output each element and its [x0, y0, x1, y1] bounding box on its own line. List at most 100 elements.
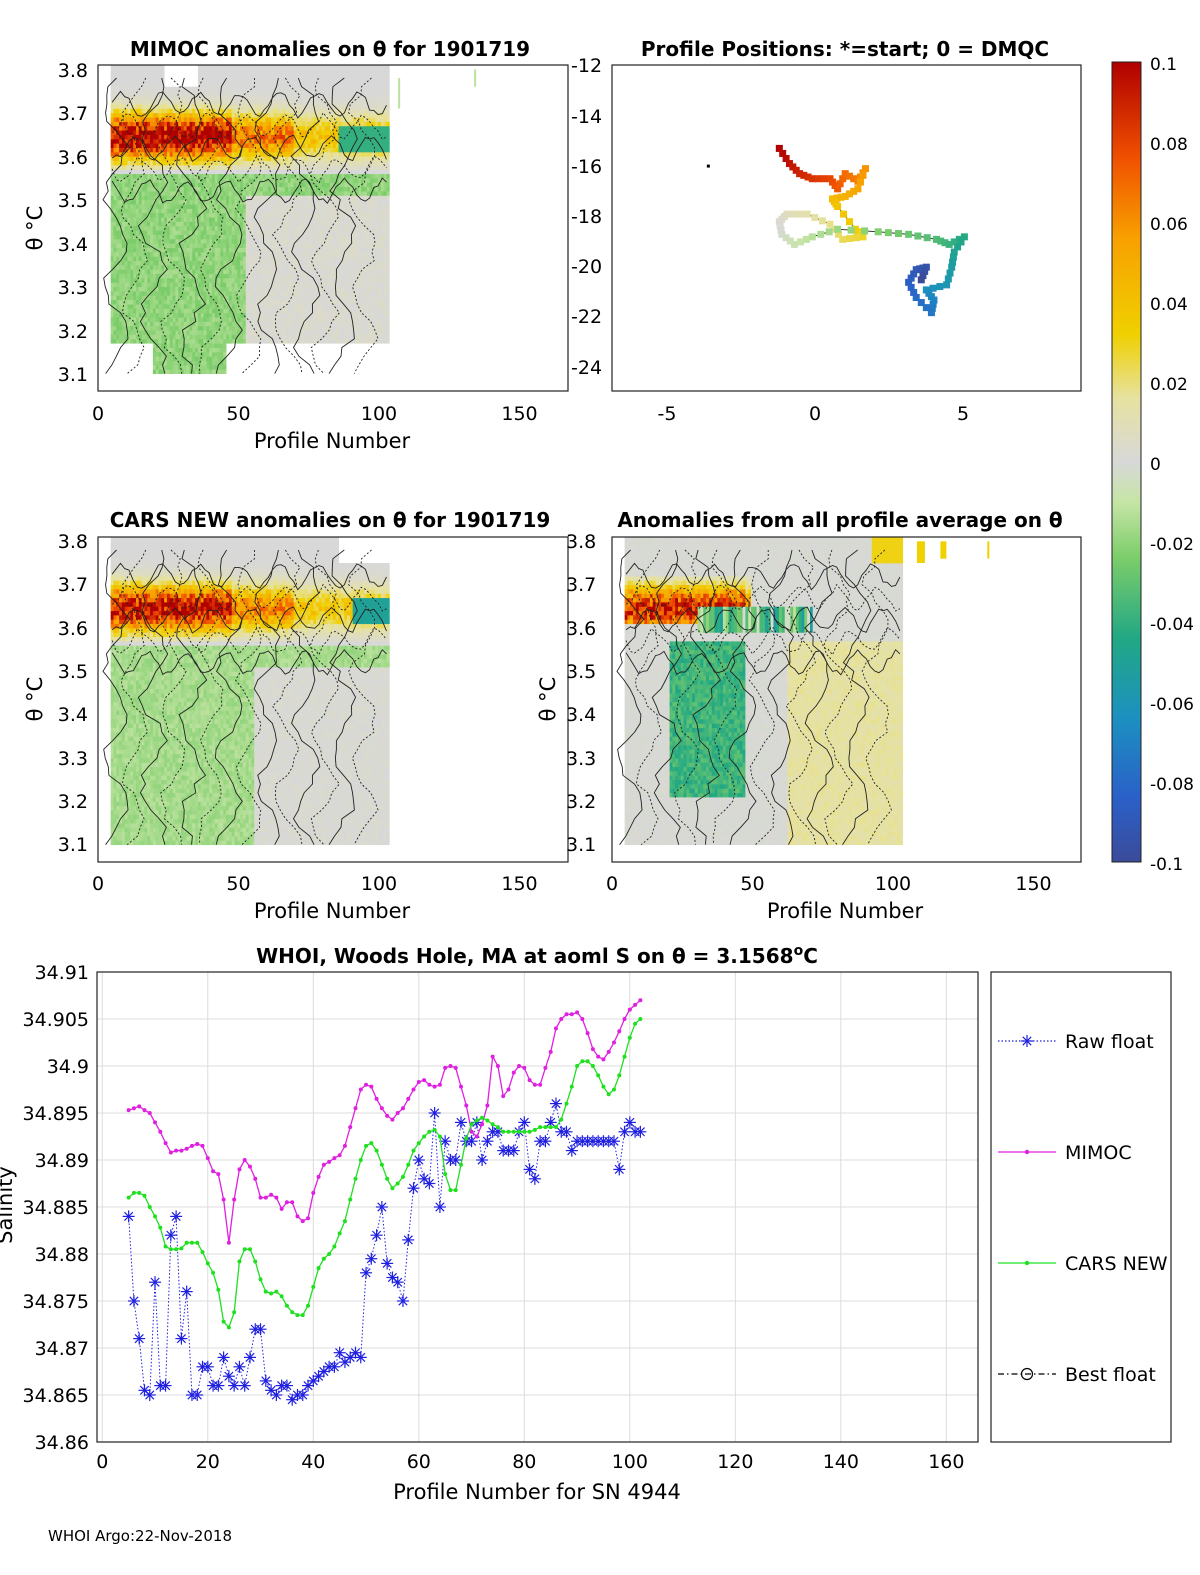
heatmap-cell: [110, 282, 114, 288]
heatmap-cell: [242, 338, 247, 344]
heatmap-cell: [245, 134, 249, 140]
heatmap-cell: [316, 160, 320, 166]
heatmap-cell: [245, 312, 249, 318]
heatmap-cell: [119, 138, 123, 144]
heatmap-cell: [161, 251, 165, 257]
heatmap-cell: [251, 282, 255, 288]
heatmap-cell: [271, 156, 275, 162]
heatmap-cell: [138, 104, 143, 109]
heatmap-cell: [304, 91, 309, 96]
heatmap-cell: [287, 125, 292, 131]
heatmap-cell: [197, 69, 202, 75]
heatmap-cell: [276, 256, 280, 261]
heatmap-cell: [217, 351, 221, 357]
heatmap-cell: [195, 186, 199, 192]
heatmap-cell: [296, 78, 300, 83]
heatmap-cell: [169, 295, 173, 301]
heatmap-cell: [290, 191, 294, 196]
heatmap-cell: [124, 112, 128, 118]
heatmap-cell: [113, 269, 117, 275]
heatmap-cell: [135, 130, 140, 135]
heatmap-cell: [127, 147, 131, 153]
heatmap-cell: [245, 286, 249, 292]
heatmap-cell: [262, 243, 266, 248]
heatmap-cell: [299, 225, 303, 231]
heatmap-cell: [268, 256, 272, 261]
heatmap-cell: [211, 82, 216, 88]
heatmap-cell: [265, 208, 269, 214]
heatmap-cell: [155, 264, 159, 270]
heatmap-cell: [206, 369, 210, 375]
heatmap-cell: [133, 65, 137, 70]
heatmap-cell: [296, 286, 300, 292]
heatmap-cell: [273, 247, 278, 253]
heatmap-cell: [166, 334, 171, 340]
heatmap-cell: [197, 234, 202, 240]
heatmap-cell: [172, 338, 176, 344]
heatmap-cell: [313, 308, 317, 314]
heatmap-cell: [282, 204, 286, 209]
heatmap-cell: [203, 151, 207, 157]
heatmap-cell: [164, 234, 168, 240]
heatmap-cell: [251, 173, 255, 179]
heatmap-cell: [211, 251, 216, 257]
heatmap-cell: [304, 112, 309, 118]
heatmap-cell: [276, 308, 280, 314]
heatmap-cell: [254, 243, 258, 248]
heatmap-cell: [121, 156, 126, 162]
heatmap-cell: [223, 86, 227, 92]
heatmap-cell: [223, 308, 227, 314]
heatmap-cell: [231, 217, 235, 222]
heatmap-cell: [220, 330, 224, 335]
heatmap-cell: [254, 151, 258, 157]
heatmap-cell: [276, 186, 280, 192]
heatmap-cell: [214, 286, 219, 292]
heatmap-cell: [240, 325, 244, 331]
heatmap-cell: [121, 308, 126, 314]
heatmap-cell: [166, 269, 171, 275]
heatmap-cell: [133, 156, 137, 162]
heatmap-cell: [209, 117, 213, 122]
heatmap-cell: [318, 338, 323, 344]
heatmap-cell: [169, 238, 173, 244]
heatmap-cell: [313, 169, 317, 175]
heatmap-cell: [296, 186, 300, 192]
heatmap-cell: [310, 230, 314, 235]
heatmap-cell: [209, 330, 213, 335]
heatmap-cell: [203, 147, 207, 153]
heatmap-cell: [276, 169, 280, 175]
heatmap-cell: [192, 104, 196, 109]
heatmap-cell: [203, 317, 207, 322]
heatmap-cell: [234, 104, 238, 109]
heatmap-cell: [318, 191, 323, 196]
heatmap-cell: [206, 73, 210, 79]
heatmap-cell: [175, 251, 179, 257]
heatmap-cell: [110, 151, 114, 157]
heatmap-cell: [268, 264, 272, 270]
heatmap-cell: [119, 286, 123, 292]
heatmap-cell: [130, 95, 134, 101]
heatmap-cell: [242, 104, 247, 109]
heatmap-cell: [175, 321, 179, 327]
heatmap-cell: [237, 143, 241, 148]
heatmap-cell: [192, 91, 196, 96]
heatmap-cell: [141, 208, 145, 214]
heatmap-cell: [161, 130, 165, 135]
heatmap-cell: [265, 269, 269, 275]
heatmap-cell: [158, 364, 162, 370]
heatmap-cell: [135, 151, 140, 157]
heatmap-cell: [259, 225, 264, 231]
heatmap-cell: [299, 277, 303, 283]
heatmap-cell: [197, 230, 202, 235]
heatmap-cell: [200, 108, 204, 114]
heatmap-cell: [223, 195, 227, 201]
heatmap-cell: [144, 78, 148, 83]
heatmap-cell: [285, 104, 289, 109]
heatmap-cell: [161, 312, 165, 318]
heatmap-cell: [161, 143, 165, 148]
heatmap-cell: [166, 256, 171, 261]
heatmap-cell: [299, 199, 303, 205]
heatmap-cell: [164, 299, 168, 305]
heatmap-cell: [228, 143, 233, 148]
heatmap-cell: [299, 330, 303, 335]
